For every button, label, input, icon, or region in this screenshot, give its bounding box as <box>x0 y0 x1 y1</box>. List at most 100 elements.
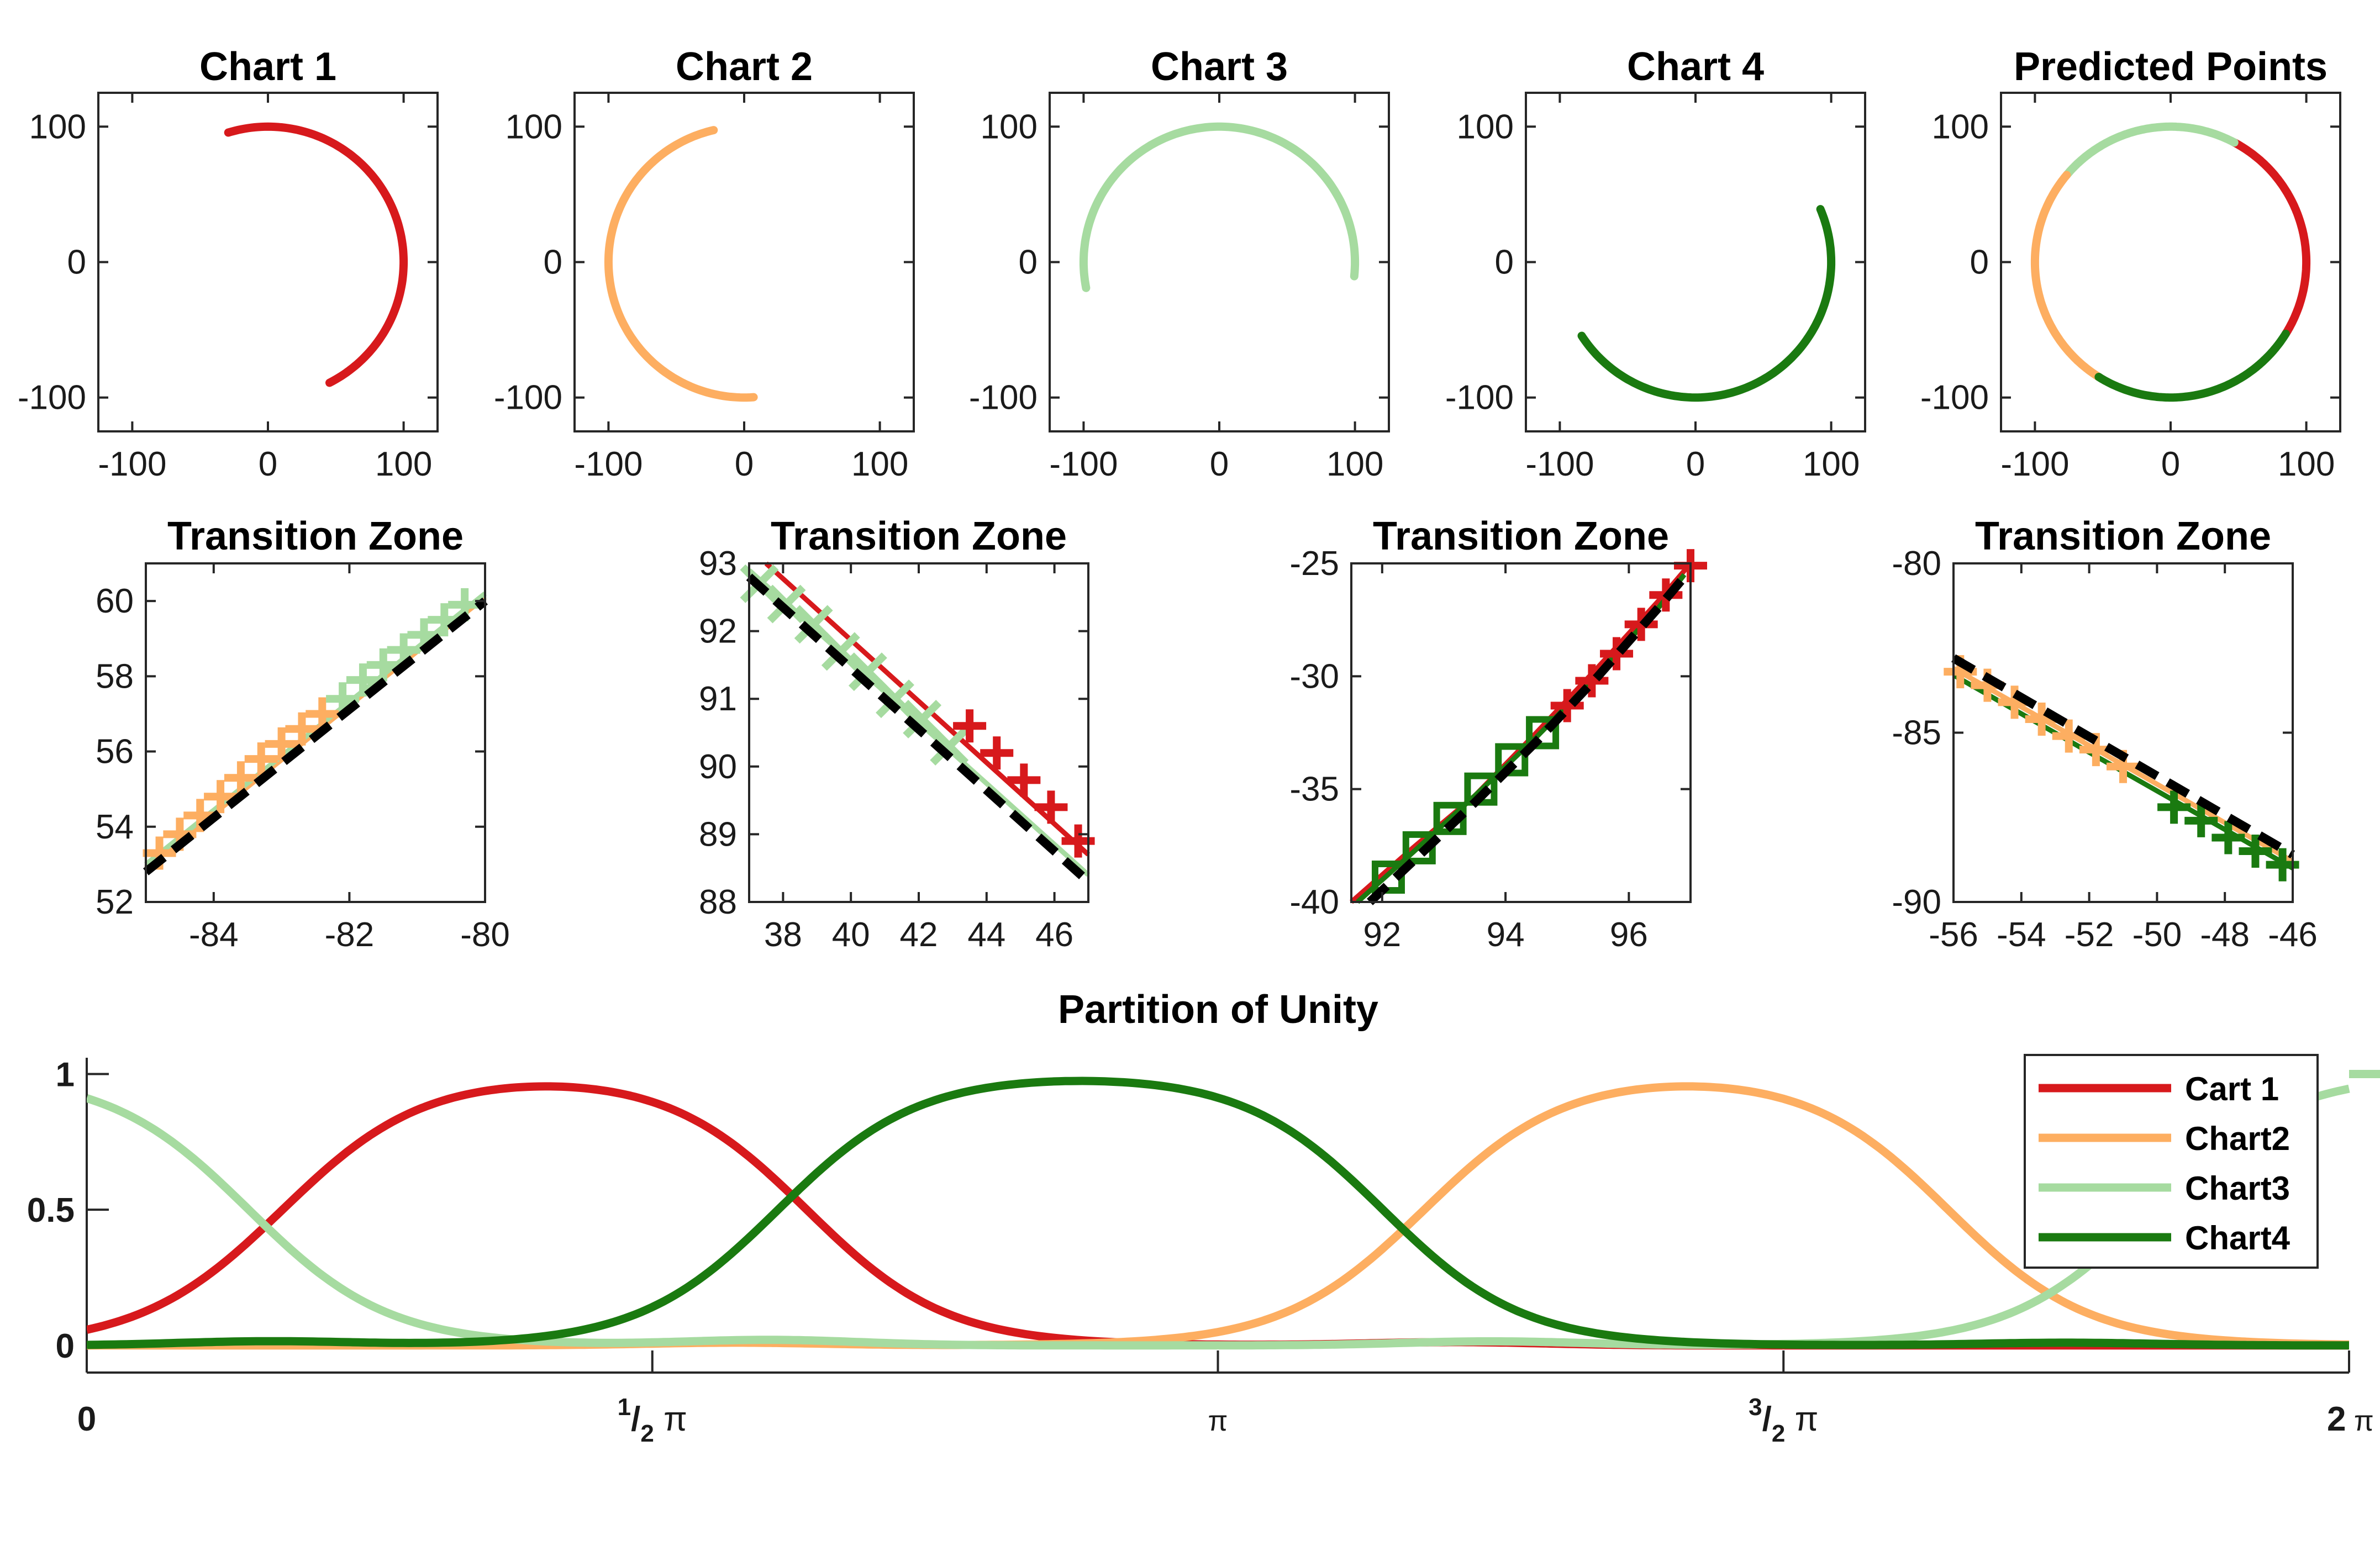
arc-series-1 <box>2230 138 2311 338</box>
legend: Cart 1 Chart2 Chart3 Chart4 <box>2024 1054 2319 1269</box>
y-tick-label: 100 <box>29 108 86 146</box>
y-tick-label: 0 <box>56 1327 75 1365</box>
fit-dashed-line <box>143 597 488 875</box>
y-tick-label: -30 <box>1289 657 1339 695</box>
x-tick-label: 1/2 π <box>618 1394 687 1447</box>
x-tick-label: 100 <box>375 445 432 483</box>
y-tick-label: -85 <box>1892 714 1941 752</box>
y-tick-label: -40 <box>1289 883 1339 921</box>
point-marker <box>1495 743 1529 777</box>
axes-frame <box>573 92 915 432</box>
x-tick-label: -48 <box>2200 916 2250 954</box>
transition-zone-row: Transition Zone-84 -82 -805254565860Transi… <box>96 514 2318 954</box>
x-tick-label: -46 <box>2268 916 2318 954</box>
legend-label: Chart3 <box>2185 1170 2290 1207</box>
chart-title: Chart 2 <box>676 45 813 89</box>
point-marker <box>285 712 319 746</box>
y-tick-label: 1 <box>56 1056 75 1094</box>
plot-area <box>143 588 488 875</box>
y-tick-label: 89 <box>699 815 737 853</box>
y-tick-label: 54 <box>96 808 134 846</box>
x-tick-label: -82 <box>325 916 375 954</box>
y-tick-label: -100 <box>969 379 1038 417</box>
transition-zone-panel-1: Transition Zone -84 -82 -80 52 54 56 58 60 <box>96 514 510 954</box>
chart-panel-5: -100 0 100 -100 0 100 Predicted Points <box>1920 45 2341 483</box>
point-marker <box>204 780 238 814</box>
axes-frame <box>1049 92 1390 432</box>
arc-series-1 <box>604 126 758 402</box>
series-line-cart-1 <box>87 1082 2349 1350</box>
point-marker <box>2211 821 2245 854</box>
x-tick-label: -80 <box>460 916 510 954</box>
arc-series-2 <box>2062 122 2239 180</box>
tick-fraction-numerator: 3 <box>1749 1394 1762 1421</box>
x-tick-label: -84 <box>189 916 239 954</box>
y-tick-label: 60 <box>96 582 134 620</box>
point-marker <box>366 648 400 682</box>
x-tick-label: -100 <box>1525 445 1594 483</box>
tick-fraction-denominator: 2 <box>640 1420 654 1447</box>
x-tick-label: 46 <box>1035 916 1073 954</box>
x-tick-label: -100 <box>98 445 166 483</box>
point-marker <box>306 697 339 731</box>
plot-area <box>87 1077 2350 1350</box>
x-tick-label: 92 <box>1363 916 1401 954</box>
x-tick-label: 100 <box>1803 445 1860 483</box>
fit-dashed-line <box>746 573 1092 885</box>
x-tick-label: 40 <box>832 916 870 954</box>
x-tick-label: -52 <box>2065 916 2114 954</box>
x-tick-label: 100 <box>2278 445 2335 483</box>
y-tick-label: -100 <box>1920 379 1989 417</box>
x-tick-label: 0 <box>735 445 754 483</box>
arc-series-1 <box>224 122 408 387</box>
tick-main: 2 <box>2327 1400 2346 1438</box>
point-marker <box>876 679 914 719</box>
tick-pi: π <box>654 1400 687 1438</box>
chart-panel-4: -100 0 100 -100 0 100 Chart 4 <box>1445 45 1866 483</box>
x-tick-label: -54 <box>1997 916 2046 954</box>
x-tick-label: -50 <box>2132 916 2182 954</box>
chart-line-1 <box>1350 562 1693 904</box>
x-tick-label: 44 <box>967 916 1005 954</box>
axes-frame <box>1350 562 1692 903</box>
tick-fraction-denominator: 2 <box>1772 1420 1785 1447</box>
tick-pi: π <box>1208 1405 1228 1437</box>
point-marker <box>1624 608 1658 641</box>
point-marker <box>1600 637 1634 671</box>
x-tick-label: -100 <box>574 445 643 483</box>
fit-dashed-line <box>1367 574 1688 905</box>
tick-main: 0 <box>77 1400 96 1438</box>
x-tick-label: 96 <box>1610 916 1648 954</box>
point-marker <box>930 727 969 766</box>
chart-title: Chart 3 <box>1151 45 1288 89</box>
y-tick-label: 100 <box>506 108 562 146</box>
chart-title: Partition of Unity <box>1058 988 1378 1032</box>
axes-frame <box>2000 92 2341 432</box>
tick-fraction-slash: / <box>631 1400 640 1438</box>
y-tick-label: 90 <box>699 748 737 786</box>
legend-label: Chart4 <box>2185 1220 2291 1257</box>
plot-area <box>1944 654 2299 882</box>
x-tick-label: -100 <box>2000 445 2069 483</box>
top-row-charts: -100 0 100 -100 0 100 Chart 1 -100 0 100 -100 0 100 C… <box>18 45 2341 483</box>
series-line-chart2 <box>87 1082 2350 1350</box>
chart-title: Predicted Points <box>2014 45 2328 89</box>
x-tick-label: 2 π <box>2327 1400 2374 1438</box>
y-tick-label: 56 <box>96 733 134 771</box>
y-tick-label: 0 <box>544 244 562 282</box>
tick-pi: π <box>2346 1405 2373 1437</box>
x-tick-label: 42 <box>900 916 938 954</box>
y-tick-label: 0 <box>1970 244 1989 282</box>
point-marker <box>265 727 298 761</box>
y-tick-label: 0.5 <box>27 1191 75 1230</box>
x-tick-label: 0 <box>259 445 277 483</box>
point-marker <box>953 709 987 743</box>
chart-title: Transition Zone <box>167 514 464 558</box>
tick-fraction-numerator: 1 <box>618 1394 631 1421</box>
chart-title: Chart 1 <box>199 45 336 89</box>
y-tick-label: 0 <box>1495 244 1514 282</box>
arc-series-4 <box>2094 329 2290 402</box>
legend-label: Cart 1 <box>2185 1070 2279 1107</box>
axes-frame <box>145 562 486 903</box>
